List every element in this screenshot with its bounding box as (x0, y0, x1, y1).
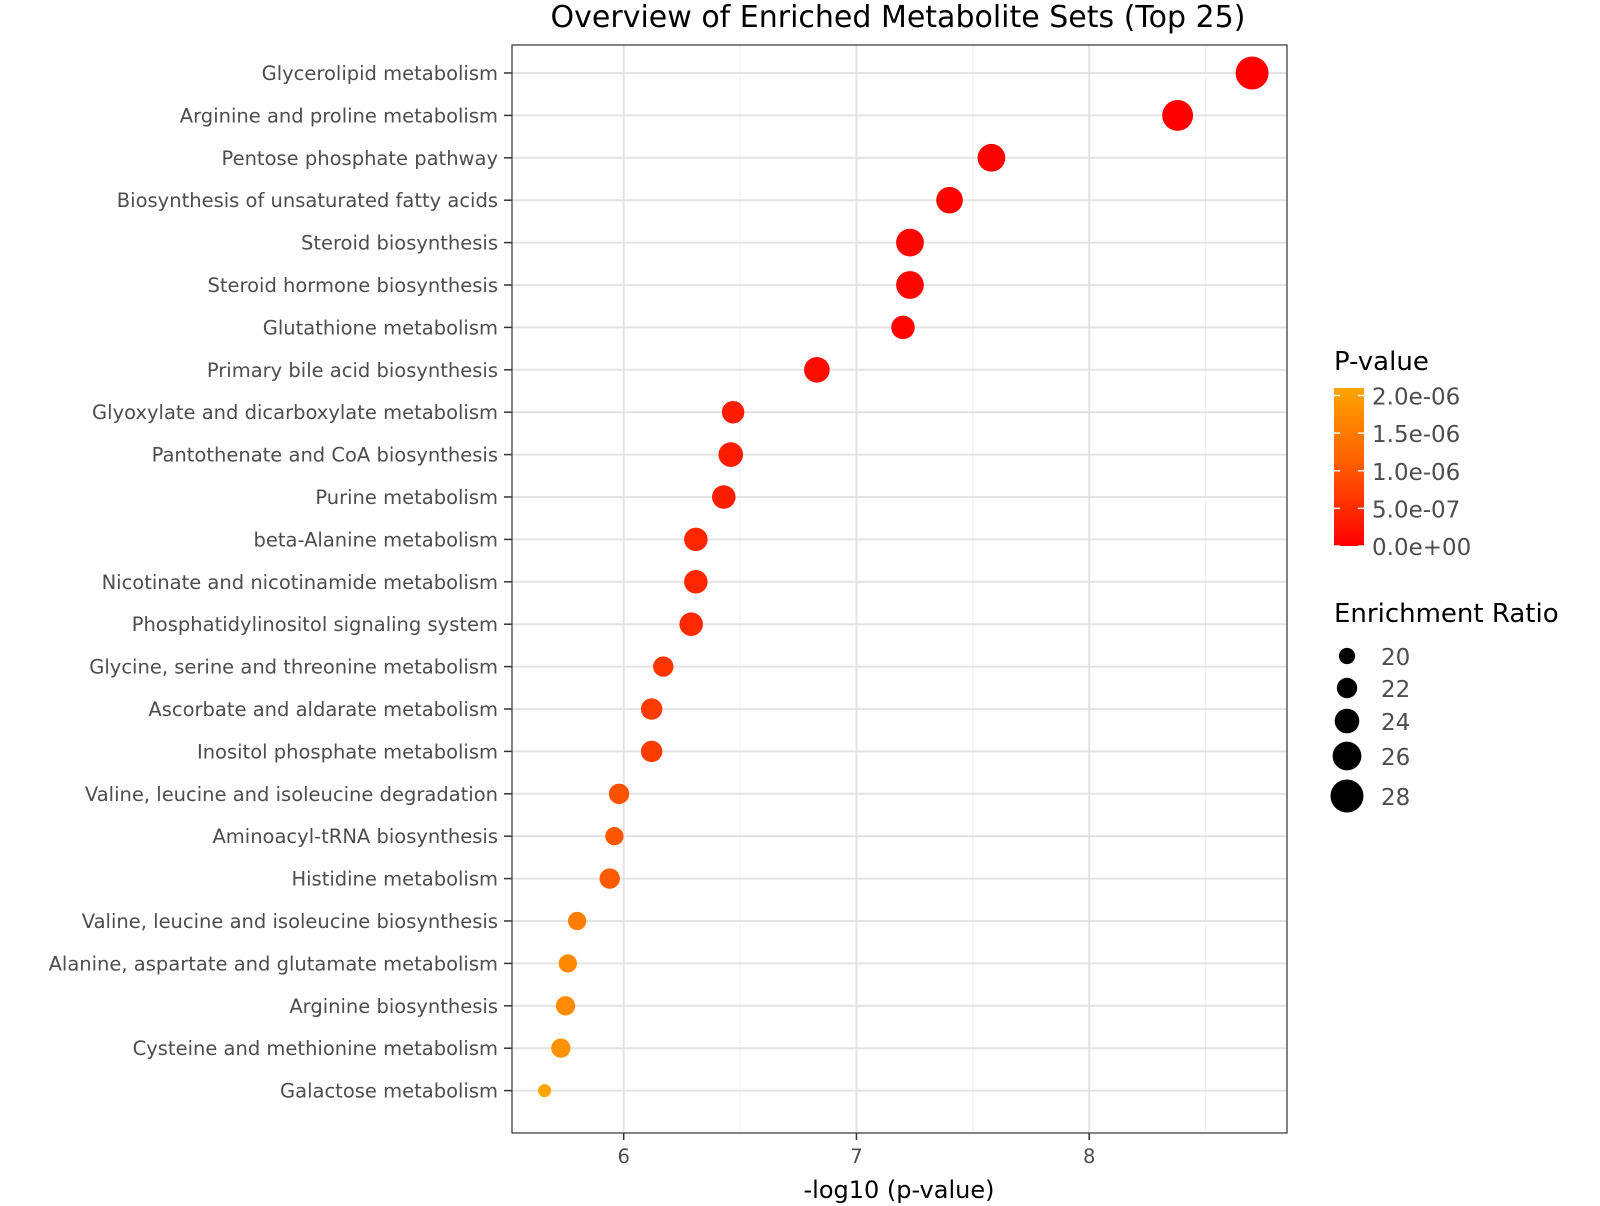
data-point (538, 1084, 552, 1098)
y-tick-label: Valine, leucine and isoleucine degradati… (85, 783, 498, 806)
size-legend-label: 26 (1381, 745, 1410, 771)
colorbar-label: 0.0e+00 (1372, 535, 1471, 561)
data-point (608, 783, 630, 804)
colorbar-label: 1.5e-06 (1372, 422, 1460, 448)
y-tick-label: Valine, leucine and isoleucine biosynthe… (82, 910, 498, 933)
y-tick-label: Pentose phosphate pathway (222, 147, 498, 170)
y-tick-label: Aminoacyl-tRNA biosynthesis (212, 825, 498, 848)
plot-border (511, 44, 1288, 1134)
data-point (896, 271, 924, 299)
y-tick-label: Glutathione metabolism (263, 316, 498, 339)
y-tick-label: Biosynthesis of unsaturated fatty acids (117, 189, 498, 212)
size-legend-keys: 20 22 24 26 28 (1330, 645, 1410, 813)
pvalue-colorbar-ticks: 2.0e-06 1.5e-06 1.0e-06 5.0e-07 0.0e+00 (1334, 385, 1471, 561)
data-point (568, 911, 587, 931)
y-tick-label: Ascorbate and aldarate metabolism (148, 698, 498, 721)
colorbar-label: 2.0e-06 (1372, 385, 1460, 411)
colorbar-label: 5.0e-07 (1372, 497, 1460, 523)
y-tick-label: Nicotinate and nicotinamide metabolism (102, 571, 498, 594)
pvalue-legend: P-value 2.0e-06 1.5e-06 1.0e-06 5.0e-07 0.0e… (1334, 347, 1471, 561)
y-tick-label: Histidine metabolism (291, 868, 498, 891)
y-tick-label: Cysteine and methionine metabolism (133, 1037, 498, 1060)
y-tick-label: Alanine, aspartate and glutamate metabol… (49, 952, 498, 975)
y-tick-label: Pantothenate and CoA biosynthesis (152, 444, 498, 467)
data-points (538, 56, 1269, 1098)
pvalue-legend-title: P-value (1334, 347, 1429, 377)
data-point (718, 442, 744, 467)
data-point (804, 356, 830, 383)
enrichment-ratio-legend: Enrichment Ratio 20 22 24 26 28 (1330, 599, 1559, 813)
data-point (684, 570, 708, 594)
plot-panel (511, 44, 1288, 1134)
plot-background (512, 45, 1287, 1133)
y-tick-label: Arginine biosynthesis (289, 995, 498, 1018)
enrichment-ratio-legend-title: Enrichment Ratio (1334, 599, 1559, 629)
size-legend-label: 28 (1381, 785, 1410, 811)
data-point (1235, 56, 1269, 90)
y-tick-label: Inositol phosphate metabolism (197, 740, 498, 763)
x-tick-label: 7 (850, 1145, 862, 1168)
y-tick-label: Galactose metabolism (280, 1080, 498, 1103)
data-point (896, 228, 924, 257)
pvalue-colorbar (1334, 388, 1364, 546)
data-point (551, 1038, 571, 1058)
size-legend-key (1334, 708, 1360, 734)
y-tick-label: Glycine, serine and threonine metabolism (89, 656, 498, 679)
y-tick-label: Glyoxylate and dicarboxylate metabolism (92, 401, 498, 424)
size-legend-label: 24 (1381, 710, 1410, 736)
data-point (640, 740, 663, 763)
y-tick-label: beta-Alanine metabolism (253, 528, 498, 551)
x-axis: 6 7 8 (618, 1133, 1095, 1168)
x-tick-label: 6 (618, 1145, 630, 1168)
size-legend-label: 20 (1381, 645, 1410, 671)
data-point (1162, 99, 1194, 131)
y-tick-label: Purine metabolism (315, 486, 498, 509)
y-tick-label: Glycerolipid metabolism (262, 62, 498, 85)
data-point (599, 868, 620, 889)
y-axis-labels: Glycerolipid metabolism Arginine and prol… (49, 62, 498, 1103)
data-point (936, 186, 963, 214)
y-tick-label: Phosphatidylinositol signaling system (132, 613, 498, 636)
data-point (558, 954, 578, 973)
data-point (679, 612, 703, 636)
data-point (977, 143, 1006, 172)
x-tick-label: 8 (1083, 1145, 1095, 1168)
y-tick-label: Steroid biosynthesis (301, 232, 498, 255)
x-axis-title: -log10 (p-value) (804, 1176, 995, 1204)
y-tick-label: Primary bile acid biosynthesis (207, 359, 498, 382)
data-point (684, 527, 708, 552)
size-legend-key (1330, 779, 1364, 813)
chart-title: Overview of Enriched Metabolite Sets (To… (551, 0, 1246, 35)
data-point (653, 656, 674, 677)
data-point (605, 827, 624, 846)
data-point (721, 400, 745, 424)
y-tick-label: Arginine and proline metabolism (180, 104, 498, 127)
data-point (712, 485, 736, 509)
data-point (891, 315, 915, 340)
size-legend-label: 22 (1381, 677, 1410, 703)
size-legend-key (1338, 647, 1356, 665)
y-tick-label: Steroid hormone biosynthesis (207, 274, 498, 297)
y-axis-ticks (504, 72, 512, 1092)
data-point (640, 698, 663, 720)
size-legend-key (1332, 741, 1362, 771)
colorbar-label: 1.0e-06 (1372, 460, 1460, 486)
data-point (555, 996, 576, 1016)
size-legend-key (1336, 677, 1358, 699)
